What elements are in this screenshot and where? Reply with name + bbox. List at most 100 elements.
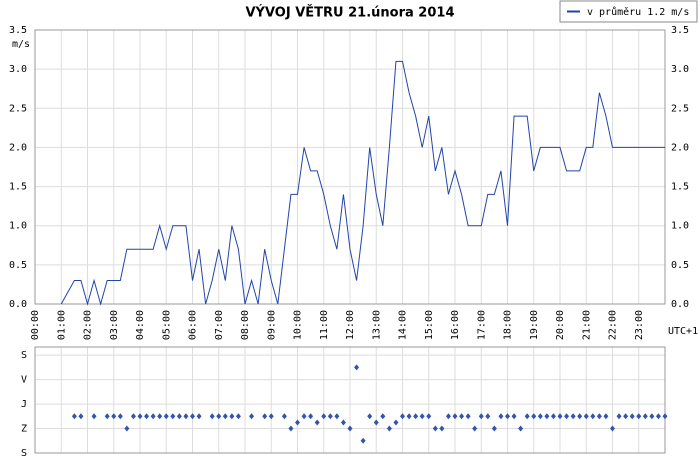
point bbox=[432, 425, 438, 432]
point bbox=[229, 413, 235, 420]
point bbox=[360, 437, 366, 444]
point bbox=[616, 413, 622, 420]
y-tick-label: S bbox=[21, 448, 27, 459]
x-tick-label: 00:00 bbox=[30, 310, 41, 340]
point bbox=[662, 413, 668, 420]
y-tick-label: 0.0 bbox=[9, 299, 27, 310]
point bbox=[642, 413, 648, 420]
x-tick-label: 01:00 bbox=[56, 310, 67, 340]
point bbox=[380, 413, 386, 420]
point bbox=[314, 419, 320, 426]
x-tick-label: 07:00 bbox=[214, 310, 225, 340]
x-tick-label: 08:00 bbox=[240, 310, 251, 340]
y-axis-label: m/s bbox=[12, 39, 30, 50]
point bbox=[655, 413, 661, 420]
y-tick-label: 0.5 bbox=[671, 260, 689, 271]
point bbox=[623, 413, 629, 420]
y-tick-label: 0.5 bbox=[9, 260, 27, 271]
y-tick-label: S bbox=[21, 350, 27, 361]
x-tick-label: 19:00 bbox=[529, 310, 540, 340]
point bbox=[340, 419, 346, 426]
x-tick-label: 17:00 bbox=[476, 310, 487, 340]
point bbox=[130, 413, 136, 420]
point bbox=[288, 425, 294, 432]
x-tick-label: 18:00 bbox=[503, 310, 514, 340]
point bbox=[610, 425, 615, 432]
point bbox=[459, 413, 465, 420]
point bbox=[137, 413, 143, 420]
point bbox=[413, 413, 419, 420]
point bbox=[163, 413, 169, 420]
point bbox=[636, 413, 642, 420]
x-tick-label: 09:00 bbox=[266, 310, 277, 340]
y-tick-label: 2.5 bbox=[671, 103, 689, 114]
y-tick-label: 2.5 bbox=[9, 103, 27, 114]
x-tick-label: 20:00 bbox=[555, 310, 566, 340]
point bbox=[583, 413, 589, 420]
point bbox=[596, 413, 602, 420]
point bbox=[406, 413, 412, 420]
point bbox=[518, 425, 524, 432]
point bbox=[144, 413, 150, 420]
legend-label: v průměru 1.2 m/s bbox=[587, 6, 689, 18]
y-tick-label: 3.5 bbox=[671, 25, 689, 36]
point bbox=[445, 413, 451, 420]
point bbox=[498, 413, 504, 420]
point bbox=[124, 425, 130, 432]
x-tick-label: 16:00 bbox=[450, 310, 461, 340]
point bbox=[308, 413, 314, 420]
point bbox=[249, 413, 255, 420]
y-tick-label: 1.0 bbox=[671, 221, 689, 232]
x-tick-label: 06:00 bbox=[188, 310, 199, 340]
x-tick-label: 12:00 bbox=[345, 310, 356, 340]
point bbox=[537, 413, 543, 420]
point bbox=[281, 413, 287, 420]
point bbox=[373, 419, 379, 426]
x-tick-label: 14:00 bbox=[398, 310, 409, 340]
y-tick-label: 2.0 bbox=[9, 142, 27, 153]
point bbox=[321, 413, 327, 420]
plot-border bbox=[34, 29, 666, 305]
point bbox=[170, 413, 176, 420]
point bbox=[216, 413, 222, 420]
x-tick-label: 15:00 bbox=[424, 310, 435, 340]
point bbox=[400, 413, 405, 420]
y-tick-label: 2.0 bbox=[671, 142, 689, 153]
point bbox=[491, 425, 497, 432]
point bbox=[268, 413, 274, 420]
x-tick-label: 13:00 bbox=[371, 310, 382, 340]
x-tick-label: 04:00 bbox=[135, 310, 146, 340]
point bbox=[367, 413, 373, 420]
x-axis-label: UTC+1 bbox=[668, 326, 698, 337]
point bbox=[485, 413, 491, 420]
point bbox=[649, 413, 655, 420]
y-tick-label: 3.0 bbox=[671, 64, 689, 75]
point bbox=[157, 413, 163, 420]
y-tick-label: 1.5 bbox=[9, 182, 27, 193]
point bbox=[603, 413, 609, 420]
point bbox=[472, 425, 478, 432]
point bbox=[347, 425, 353, 432]
line-series bbox=[60, 60, 665, 306]
point bbox=[524, 413, 530, 420]
point bbox=[209, 413, 215, 420]
point bbox=[590, 413, 596, 420]
point bbox=[104, 413, 110, 420]
point bbox=[577, 413, 583, 420]
x-tick-label: 23:00 bbox=[634, 310, 645, 340]
point bbox=[419, 413, 425, 420]
point bbox=[295, 419, 300, 426]
point bbox=[301, 413, 307, 420]
point bbox=[465, 413, 471, 420]
point bbox=[426, 413, 432, 420]
point bbox=[452, 413, 458, 420]
point bbox=[111, 413, 117, 420]
plot-border bbox=[34, 346, 666, 454]
chart-title: VÝVOJ VĚTRU 21.února 2014 bbox=[246, 5, 455, 21]
point bbox=[478, 413, 484, 420]
point bbox=[190, 413, 195, 420]
x-tick-label: 03:00 bbox=[109, 310, 120, 340]
point bbox=[222, 413, 228, 420]
point bbox=[196, 413, 202, 420]
